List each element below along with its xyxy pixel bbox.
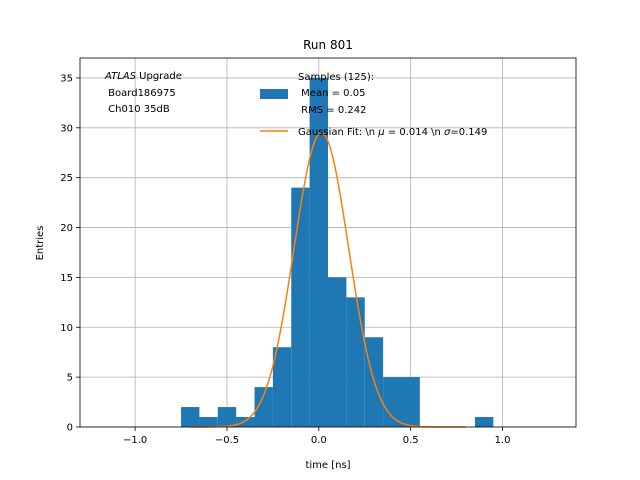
y-tick-label: 35	[60, 73, 73, 84]
atlas-annotation: ATLAS Upgrade Board186975 Ch010 35dB	[104, 71, 182, 115]
annotation-atlas: ATLAS	[104, 71, 137, 82]
legend-fit-prefix: Gaussian Fit: \n	[298, 127, 378, 138]
histogram-bar	[401, 377, 420, 427]
y-tick-label: 10	[60, 323, 73, 334]
gaussian-fit-curve	[190, 132, 466, 428]
legend-histogram-swatch	[260, 89, 288, 99]
legend-fit-sigma-symbol: σ	[444, 127, 451, 138]
y-tick-label: 5	[67, 373, 73, 384]
annotation-line-1: ATLAS Upgrade	[104, 71, 182, 82]
legend-hist-line-1: Samples (125):	[298, 72, 374, 83]
histogram-bar	[309, 77, 328, 427]
annotation-line-3: Ch010 35dB	[105, 104, 170, 115]
histogram-bar	[272, 347, 292, 427]
histogram-bar	[236, 417, 255, 427]
legend-fit-mu-symbol: μ	[377, 127, 384, 138]
y-tick-label: 0	[67, 423, 73, 434]
y-tick-label: 25	[60, 173, 73, 184]
y-tick-label: 20	[60, 223, 73, 234]
y-tick-label: 30	[60, 123, 73, 134]
histogram-bar	[291, 187, 310, 427]
x-axis-ticks: −1.0 −0.5 0.0 0.5 1.0	[123, 427, 511, 446]
x-tick-label: 0.5	[403, 435, 419, 446]
histogram-bar	[474, 417, 494, 427]
histogram-bar	[199, 417, 218, 427]
legend-fit-mu-text: = 0.014 \n	[385, 127, 444, 138]
legend: Samples (125): Mean = 0.05 RMS = 0.242 G…	[260, 72, 487, 138]
legend-hist-line-2: Mean = 0.05	[298, 88, 365, 99]
legend-fit-label: Gaussian Fit: \n μ = 0.014 \n σ=0.149	[298, 127, 487, 138]
histogram-bar	[383, 377, 402, 427]
x-axis-label: time [ns]	[305, 460, 350, 471]
legend-fit-sigma-text: =0.149	[450, 127, 487, 138]
y-axis-ticks: 0 5 10 15 20 25 30 35	[60, 73, 80, 434]
x-tick-label: −1.0	[123, 435, 147, 446]
x-tick-label: −0.5	[215, 435, 239, 446]
plot-frame	[79, 57, 577, 428]
annotation-line-2: Board186975	[105, 88, 176, 99]
histogram-bar	[181, 407, 200, 427]
y-axis-label: Entries	[35, 226, 46, 261]
histogram-bar	[254, 387, 273, 427]
legend-hist-line-3: RMS = 0.242	[298, 105, 366, 116]
histogram-bar	[328, 277, 347, 427]
chart-title: Run 801	[303, 38, 353, 52]
y-tick-label: 15	[60, 273, 73, 284]
histogram-bar	[346, 297, 365, 427]
annotation-upgrade: Upgrade	[136, 71, 182, 82]
x-tick-label: 1.0	[495, 435, 511, 446]
x-tick-label: 0.0	[311, 435, 327, 446]
histogram-bars	[181, 77, 494, 427]
histogram-bar	[217, 407, 237, 427]
